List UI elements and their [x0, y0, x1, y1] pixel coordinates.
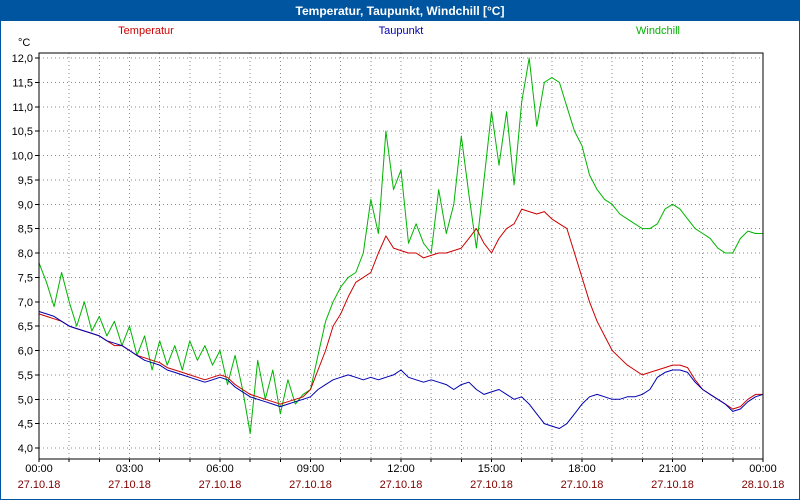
y-tick-label: 4,0 [18, 443, 33, 455]
y-tick-label: 7,5 [18, 272, 33, 284]
y-tick-label: 9,5 [18, 175, 33, 187]
x-date-label: 27.10.18 [289, 479, 332, 491]
x-date-label: 28.10.18 [742, 479, 785, 491]
y-tick-label: 10,5 [12, 126, 33, 138]
legend-taupunkt: Taupunkt [378, 25, 424, 37]
x-time-label: 00:00 [749, 463, 777, 475]
x-date-label: 27.10.18 [470, 479, 513, 491]
x-time-label: 21:00 [659, 463, 687, 475]
y-tick-label: 7,0 [18, 297, 33, 309]
legend-temperatur: Temperatur [118, 25, 174, 37]
x-time-label: 18:00 [568, 463, 596, 475]
y-tick-label: 10,0 [12, 151, 33, 163]
legend-windchill: Windchill [635, 25, 681, 37]
y-tick-label: 6,5 [18, 321, 33, 333]
x-time-label: 09:00 [297, 463, 325, 475]
y-tick-label: 5,0 [18, 394, 33, 406]
series-line-windchill [38, 57, 764, 434]
y-tick-label: 8,5 [18, 224, 33, 236]
x-date-label: 27.10.18 [561, 479, 604, 491]
y-tick-label: 11,0 [12, 102, 33, 114]
y-tick-label: 9,0 [18, 199, 33, 211]
x-date-label: 27.10.18 [199, 479, 242, 491]
x-time-label: 06:00 [206, 463, 234, 475]
series-line-temperatur [38, 208, 764, 410]
x-time-label: 15:00 [478, 463, 506, 475]
x-date-label: 27.10.18 [651, 479, 694, 491]
x-date-label: 27.10.18 [18, 479, 61, 491]
y-axis-unit-label: °C [18, 37, 31, 49]
y-tick-label: 6,0 [18, 346, 33, 358]
x-time-label: 03:00 [116, 463, 144, 475]
y-tick-label: 5,5 [18, 370, 33, 382]
plot-frame [38, 52, 764, 460]
y-tick-label: 12,0 [12, 53, 33, 65]
x-date-label: 27.10.18 [380, 479, 423, 491]
x-time-label: 00:00 [25, 463, 53, 475]
y-tick-label: 8,0 [18, 248, 33, 260]
window-title: Temperatur, Taupunkt, Windchill [°C] [1, 1, 799, 21]
chart-plot-area: 4,0 4,5 5,0 5,5 6,0 6,5 7,0 7,5 8,0 8,5 9,0 9,5 10,0… [12, 52, 785, 491]
x-time-label: 12:00 [387, 463, 415, 475]
y-tick-label: 4,5 [18, 419, 33, 431]
series-line-taupunkt [38, 311, 764, 429]
y-tick-label: 11,5 [12, 77, 33, 89]
x-date-label: 27.10.18 [108, 479, 151, 491]
